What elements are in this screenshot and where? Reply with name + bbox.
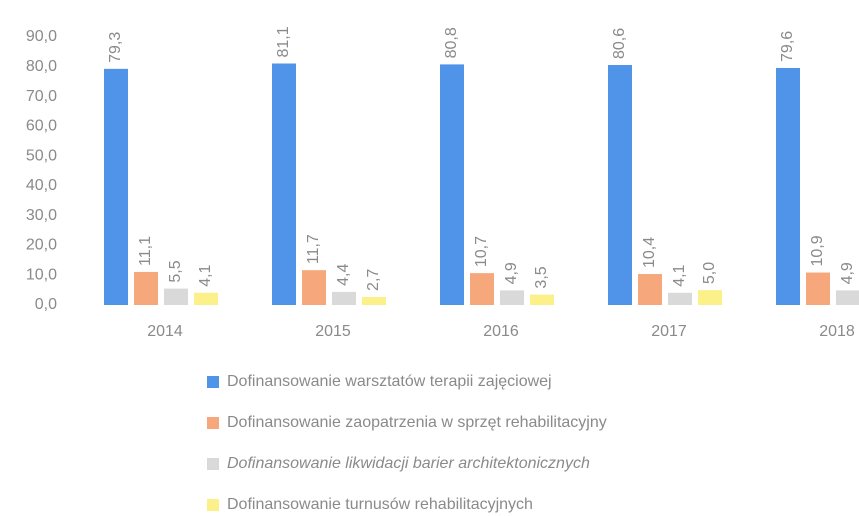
y-tick-label: 70,0 xyxy=(26,88,57,105)
y-tick-label: 90,0 xyxy=(26,28,57,45)
x-tick-label: 2014 xyxy=(147,323,183,340)
bar xyxy=(698,290,722,305)
legend-label: Dofinansowanie warsztatów terapii zajęci… xyxy=(227,373,552,390)
value-label: 10,7 xyxy=(473,236,490,267)
value-label: 11,1 xyxy=(137,236,154,266)
bar xyxy=(104,68,128,306)
bar xyxy=(194,292,218,305)
bar xyxy=(272,63,296,305)
y-tick-label: 20,0 xyxy=(26,237,57,254)
value-label: 4,1 xyxy=(197,264,214,286)
y-tick-label: 80,0 xyxy=(26,58,57,75)
value-label: 81,1 xyxy=(275,26,292,57)
value-label: 4,9 xyxy=(839,262,856,284)
y-tick-label: 10,0 xyxy=(26,266,57,283)
legend-swatch xyxy=(207,376,219,388)
legend-label: Dofinansowanie turnusów rehabilitacyjnyc… xyxy=(227,496,533,513)
x-tick-label: 2017 xyxy=(651,323,687,340)
value-label: 79,6 xyxy=(779,31,796,62)
bar xyxy=(164,288,188,305)
value-label: 5,0 xyxy=(701,262,718,284)
y-tick-label: 50,0 xyxy=(26,147,57,164)
value-label: 80,6 xyxy=(611,28,628,59)
bar xyxy=(638,274,662,305)
bar xyxy=(500,290,524,305)
value-label: 5,5 xyxy=(167,260,184,282)
bar xyxy=(776,67,800,305)
bar xyxy=(530,294,554,305)
bar xyxy=(668,292,692,305)
x-tick-label: 2016 xyxy=(483,323,519,340)
value-label: 11,7 xyxy=(305,234,322,264)
bar xyxy=(608,64,632,305)
legend-swatch xyxy=(207,417,219,429)
value-label: 80,8 xyxy=(443,27,460,58)
y-tick-label: 0,0 xyxy=(35,296,57,313)
y-tick-label: 40,0 xyxy=(26,177,57,194)
legend-label: Dofinansowanie zaopatrzenia w sprzęt reh… xyxy=(227,414,607,431)
y-tick-label: 30,0 xyxy=(26,207,57,224)
y-tick-label: 60,0 xyxy=(26,118,57,135)
value-label: 10,4 xyxy=(641,237,658,268)
bar xyxy=(440,64,464,305)
bar xyxy=(836,290,859,305)
value-label: 10,9 xyxy=(809,235,826,266)
bar xyxy=(362,296,386,305)
bar xyxy=(806,272,830,305)
value-label: 4,9 xyxy=(503,262,520,284)
value-label: 2,7 xyxy=(365,269,382,291)
legend-label: Dofinansowanie likwidacji barier archite… xyxy=(227,455,590,472)
value-label: 4,4 xyxy=(335,264,352,286)
value-label: 4,1 xyxy=(671,264,688,286)
bar xyxy=(470,273,494,305)
legend-swatch xyxy=(207,499,219,511)
x-tick-label: 2018 xyxy=(819,323,855,340)
value-label: 79,3 xyxy=(107,32,124,63)
value-label: 3,5 xyxy=(533,266,550,288)
bar xyxy=(332,291,356,305)
x-tick-label: 2015 xyxy=(315,323,351,340)
bar xyxy=(134,271,158,305)
bar xyxy=(302,270,326,305)
legend-swatch xyxy=(207,458,219,470)
